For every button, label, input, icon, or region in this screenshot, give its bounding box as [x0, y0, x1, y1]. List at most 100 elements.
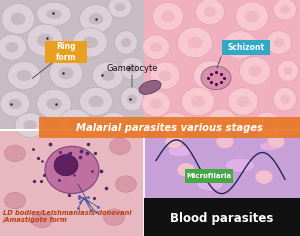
Ellipse shape: [37, 2, 71, 26]
Ellipse shape: [196, 177, 224, 191]
Ellipse shape: [280, 5, 290, 14]
Ellipse shape: [100, 112, 128, 138]
Ellipse shape: [88, 13, 104, 25]
Ellipse shape: [103, 209, 124, 225]
Ellipse shape: [243, 202, 267, 214]
Ellipse shape: [32, 211, 52, 228]
Ellipse shape: [110, 138, 130, 155]
FancyBboxPatch shape: [39, 117, 300, 138]
FancyBboxPatch shape: [222, 40, 270, 55]
Ellipse shape: [203, 70, 217, 81]
Ellipse shape: [88, 96, 104, 107]
Ellipse shape: [204, 7, 216, 17]
Ellipse shape: [150, 62, 180, 89]
Ellipse shape: [4, 145, 26, 162]
Ellipse shape: [196, 0, 224, 25]
Ellipse shape: [237, 96, 249, 107]
Ellipse shape: [274, 38, 284, 47]
FancyBboxPatch shape: [0, 0, 144, 130]
Ellipse shape: [46, 98, 62, 110]
Ellipse shape: [5, 42, 19, 52]
Ellipse shape: [2, 4, 34, 34]
Text: Malarial parasites various stages: Malarial parasites various stages: [76, 123, 263, 133]
Ellipse shape: [150, 99, 162, 109]
Ellipse shape: [73, 28, 107, 57]
Ellipse shape: [45, 146, 99, 194]
Ellipse shape: [182, 87, 214, 116]
Ellipse shape: [37, 34, 53, 46]
Ellipse shape: [23, 120, 37, 130]
Ellipse shape: [261, 120, 273, 130]
Ellipse shape: [108, 0, 132, 18]
Ellipse shape: [156, 208, 174, 217]
Text: Microfilaria: Microfilaria: [186, 173, 231, 179]
Ellipse shape: [15, 113, 45, 137]
Ellipse shape: [168, 145, 192, 157]
Ellipse shape: [58, 109, 92, 136]
Ellipse shape: [216, 135, 234, 149]
Ellipse shape: [201, 66, 231, 90]
Text: Schizont: Schizont: [227, 43, 265, 52]
Ellipse shape: [116, 176, 136, 192]
Ellipse shape: [168, 120, 180, 130]
Ellipse shape: [194, 61, 226, 90]
Ellipse shape: [121, 38, 131, 47]
FancyBboxPatch shape: [144, 130, 300, 236]
Ellipse shape: [27, 24, 63, 56]
Ellipse shape: [165, 135, 183, 149]
Ellipse shape: [178, 27, 212, 58]
FancyBboxPatch shape: [45, 41, 87, 63]
Ellipse shape: [50, 58, 82, 88]
Ellipse shape: [37, 89, 71, 118]
Ellipse shape: [4, 192, 26, 209]
Ellipse shape: [54, 155, 78, 176]
FancyBboxPatch shape: [144, 198, 300, 236]
FancyBboxPatch shape: [0, 130, 144, 236]
Ellipse shape: [206, 109, 238, 136]
Ellipse shape: [82, 37, 98, 48]
Ellipse shape: [161, 11, 175, 22]
Ellipse shape: [150, 42, 162, 52]
Ellipse shape: [233, 39, 247, 51]
Ellipse shape: [139, 80, 161, 94]
Ellipse shape: [115, 31, 137, 54]
Ellipse shape: [0, 91, 30, 117]
FancyBboxPatch shape: [184, 169, 232, 183]
Ellipse shape: [121, 87, 143, 111]
Ellipse shape: [188, 36, 202, 49]
Ellipse shape: [274, 0, 296, 20]
Ellipse shape: [267, 135, 285, 149]
Ellipse shape: [142, 91, 170, 117]
Ellipse shape: [284, 67, 292, 75]
Ellipse shape: [8, 61, 41, 90]
Ellipse shape: [80, 5, 112, 33]
Ellipse shape: [224, 31, 256, 59]
Ellipse shape: [0, 34, 26, 60]
Ellipse shape: [228, 88, 258, 115]
Ellipse shape: [142, 35, 170, 59]
Ellipse shape: [159, 112, 189, 138]
Ellipse shape: [245, 11, 259, 22]
Ellipse shape: [58, 67, 74, 79]
Ellipse shape: [255, 170, 273, 184]
Ellipse shape: [120, 57, 144, 80]
Ellipse shape: [152, 2, 184, 31]
Ellipse shape: [215, 117, 229, 128]
Text: LD bodies/Leishmaniasis donovani
/Amastigote form: LD bodies/Leishmaniasis donovani /Amasti…: [3, 210, 132, 223]
Ellipse shape: [8, 99, 22, 109]
Ellipse shape: [80, 87, 112, 116]
Ellipse shape: [274, 87, 296, 111]
Ellipse shape: [239, 57, 271, 85]
Ellipse shape: [16, 70, 32, 81]
Ellipse shape: [278, 60, 298, 81]
Text: Blood parasites: Blood parasites: [170, 212, 274, 225]
Ellipse shape: [115, 3, 125, 11]
Ellipse shape: [225, 158, 255, 172]
Ellipse shape: [127, 64, 137, 73]
Ellipse shape: [260, 142, 280, 151]
Ellipse shape: [127, 94, 137, 104]
Ellipse shape: [159, 70, 171, 81]
Ellipse shape: [11, 13, 26, 25]
Text: Gametocyte: Gametocyte: [106, 64, 158, 73]
Ellipse shape: [68, 117, 82, 128]
